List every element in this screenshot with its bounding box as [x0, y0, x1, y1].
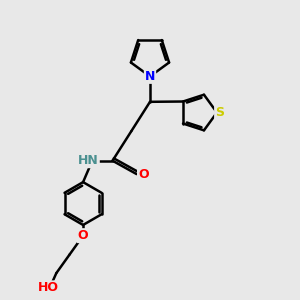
Text: N: N	[145, 70, 155, 83]
Text: HN: HN	[78, 154, 99, 167]
Text: S: S	[215, 106, 224, 119]
Text: HO: HO	[38, 281, 59, 294]
Text: O: O	[138, 168, 148, 181]
Text: O: O	[78, 229, 88, 242]
